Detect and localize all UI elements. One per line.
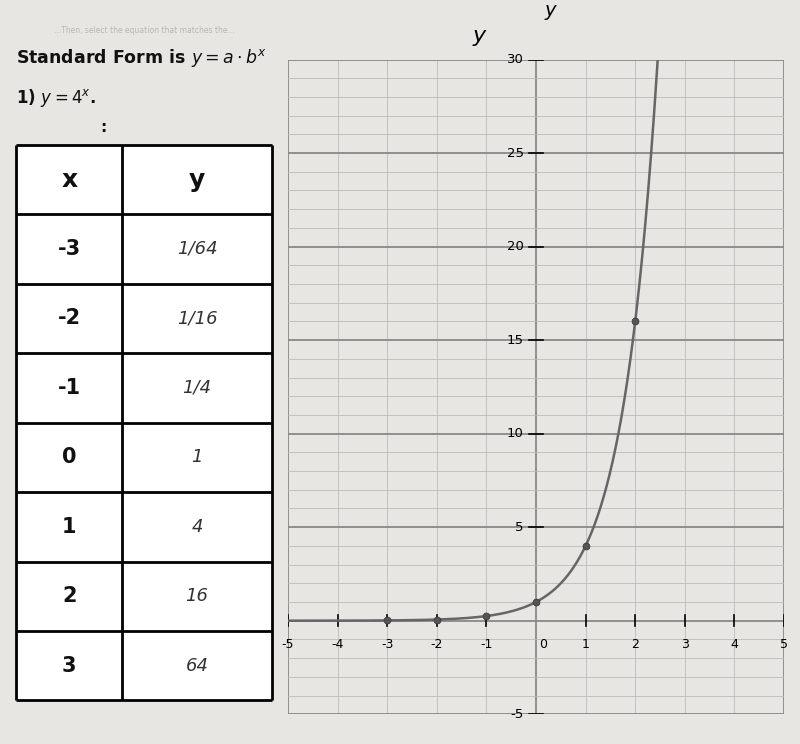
Text: 4: 4 [730, 638, 738, 650]
Text: 3: 3 [62, 655, 77, 676]
Text: 3: 3 [681, 638, 689, 650]
Text: :: : [100, 120, 106, 135]
Text: y: y [189, 167, 205, 191]
Text: 0: 0 [62, 447, 77, 467]
Text: -5: -5 [282, 638, 294, 650]
Text: Standard Form is $y = a \cdot b^x$: Standard Form is $y = a \cdot b^x$ [16, 48, 267, 69]
Text: 1: 1 [191, 449, 202, 466]
Text: ...Then, select the equation that matches the...: ...Then, select the equation that matche… [54, 26, 234, 35]
Text: -3: -3 [381, 638, 394, 650]
Text: 64: 64 [186, 657, 209, 675]
Text: x: x [61, 167, 78, 191]
Text: 16: 16 [186, 587, 209, 606]
Text: 5: 5 [515, 521, 524, 533]
Text: -3: -3 [58, 239, 81, 259]
Text: 5: 5 [780, 638, 788, 650]
Text: 1: 1 [62, 517, 77, 537]
Text: 30: 30 [506, 53, 524, 66]
Text: 1: 1 [582, 638, 590, 650]
Text: -1: -1 [480, 638, 493, 650]
Text: $y$: $y$ [544, 3, 558, 22]
Text: 1/4: 1/4 [182, 379, 212, 397]
Text: 0: 0 [539, 638, 547, 650]
Text: 1) $y = 4^x$.: 1) $y = 4^x$. [16, 87, 96, 109]
Bar [16, 145, 272, 701]
Text: -2: -2 [58, 309, 81, 328]
Text: -5: -5 [510, 708, 524, 721]
Text: 10: 10 [506, 427, 524, 440]
Text: 4: 4 [191, 518, 202, 536]
Text: 2: 2 [631, 638, 639, 650]
Text: -4: -4 [331, 638, 344, 650]
Text: -2: -2 [430, 638, 443, 650]
Text: 1/16: 1/16 [177, 310, 218, 327]
Text: 15: 15 [506, 333, 524, 347]
Text: 1/64: 1/64 [177, 240, 218, 258]
Text: 2: 2 [62, 586, 77, 606]
Text: 25: 25 [506, 147, 524, 159]
Text: -1: -1 [58, 378, 81, 398]
Text: $y$: $y$ [472, 28, 488, 48]
Text: 20: 20 [506, 240, 524, 253]
